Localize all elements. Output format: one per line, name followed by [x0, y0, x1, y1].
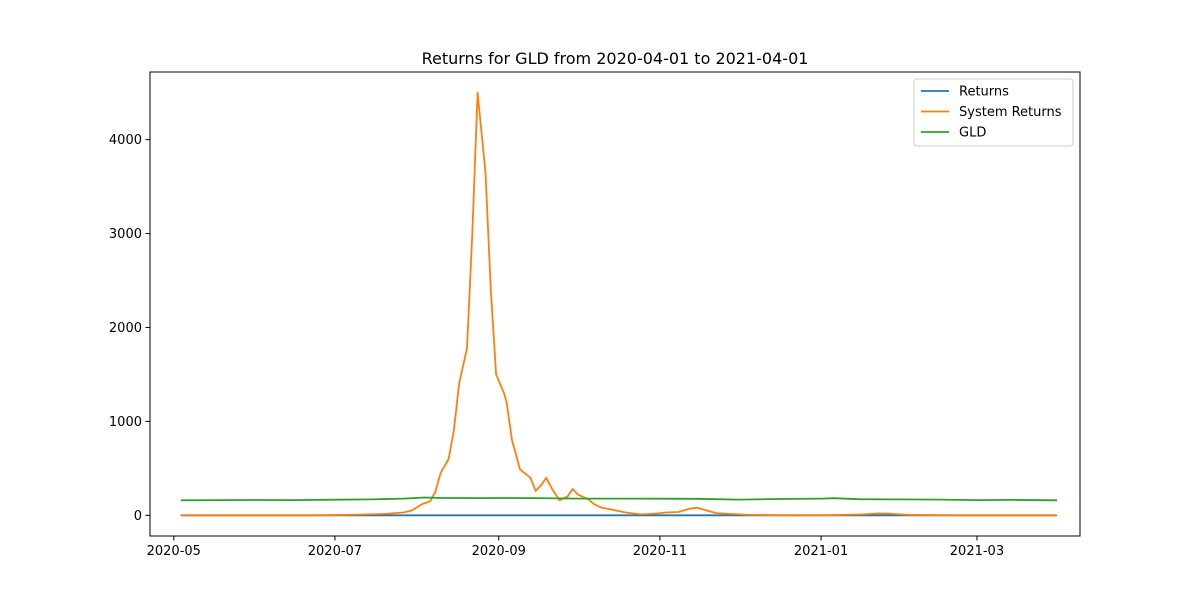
y-tick-label: 2000	[109, 321, 142, 336]
series-line-gld	[180, 496, 1058, 502]
x-tick-label: 2020-07	[308, 544, 362, 559]
y-axis: 0 1000 2000 3000 4000	[109, 133, 150, 524]
series-layer	[180, 91, 1058, 517]
x-tick-label: 2021-01	[794, 544, 848, 559]
x-tick-label: 2020-09	[472, 544, 526, 559]
x-tick-label: 2021-03	[950, 544, 1004, 559]
legend-box	[913, 78, 1074, 147]
y-tick-label: 1000	[109, 415, 142, 430]
x-tick-label: 2020-11	[633, 544, 687, 559]
legend-label: System Returns	[959, 105, 1062, 120]
plot-frame	[149, 71, 1081, 537]
y-tick-label: 4000	[109, 133, 142, 148]
x-axis: 2020-05 2020-07 2020-09 2020-11 2021-01 2021-…	[147, 536, 1004, 559]
legend: Returns System Returns GLD	[913, 78, 1074, 147]
y-tick-label: 0	[134, 509, 142, 524]
legend-label: GLD	[959, 126, 986, 141]
legend-label: Returns	[959, 85, 1009, 100]
chart-title: Returns for GLD from 2020-04-01 to 2021-…	[422, 49, 809, 68]
series-line-system-returns	[180, 91, 1058, 517]
y-tick-label: 3000	[109, 227, 142, 242]
x-tick-label: 2020-05	[147, 544, 201, 559]
